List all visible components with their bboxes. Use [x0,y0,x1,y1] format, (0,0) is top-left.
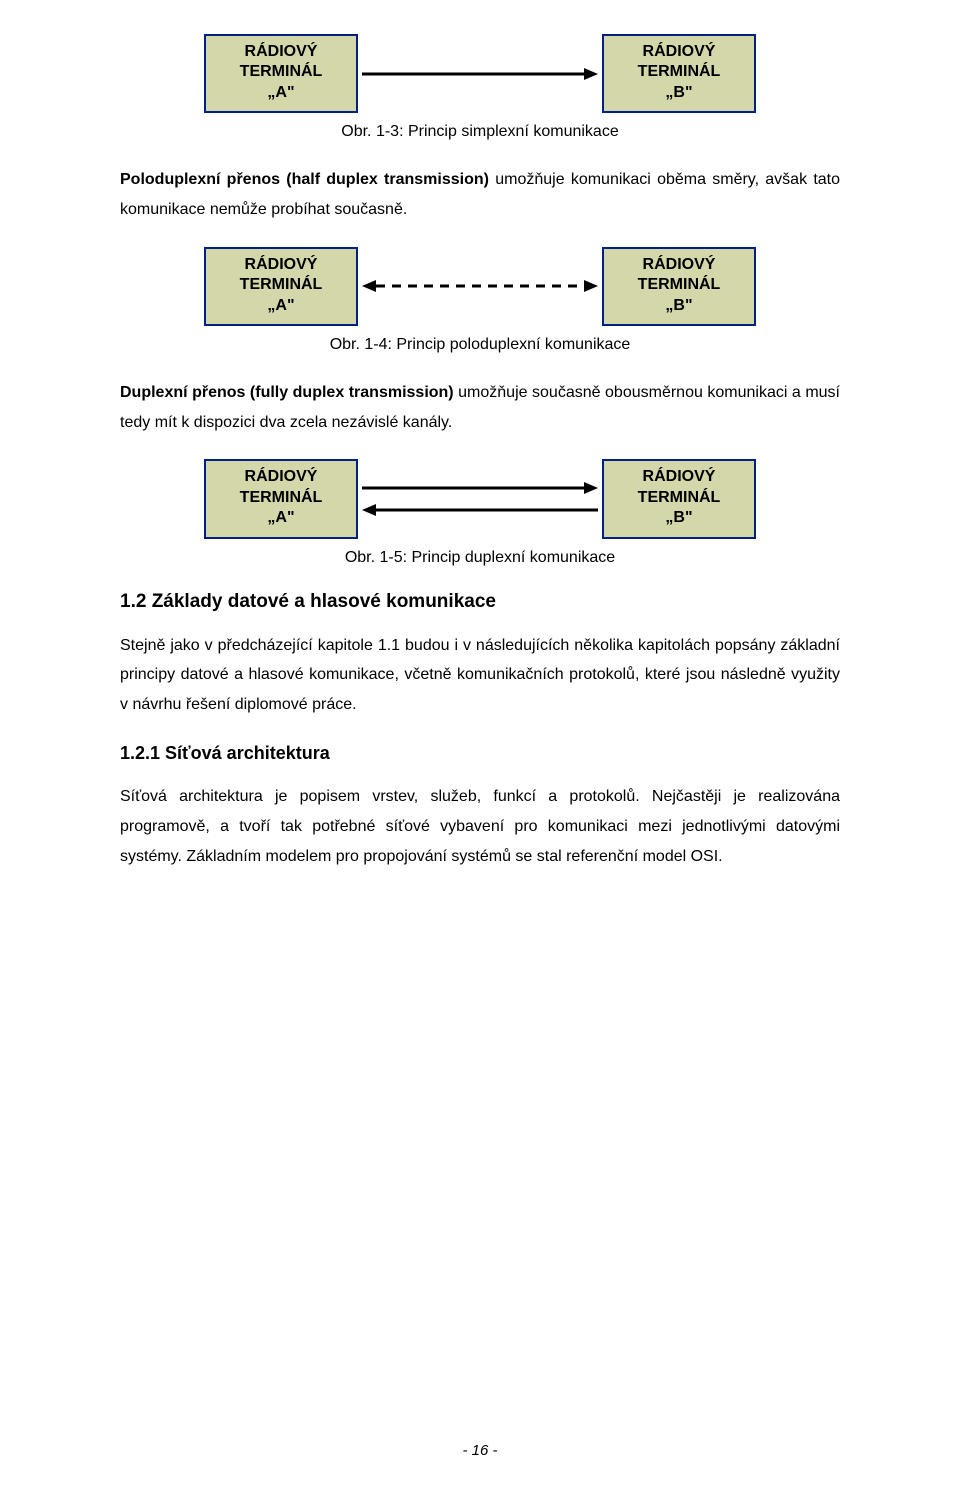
caption-simplex: Obr. 1-3: Princip simplexní komunikace [120,123,840,141]
connector-half-duplex [358,266,602,306]
terminal-a-line2: TERMINÁL [206,488,356,508]
terminal-b: RÁDIOVÝ TERMINÁL „B" [602,247,756,326]
double-arrow-dashed-icon [358,266,602,306]
caption-half-duplex: Obr. 1-4: Princip poloduplexní komunikac… [120,336,840,354]
terminal-b-line3: „B" [604,296,754,316]
heading-1-2-1: 1.2.1 Síťová architektura [120,743,840,764]
paragraph-full-duplex: Duplexní přenos (fully duplex transmissi… [120,378,840,437]
terminal-b-line1: RÁDIOVÝ [604,42,754,62]
terminal-b-line2: TERMINÁL [604,275,754,295]
terminal-b-line3: „B" [604,83,754,103]
terminal-a: RÁDIOVÝ TERMINÁL „A" [204,459,358,538]
connector-simplex [358,54,602,94]
paragraph-network-arch: Síťová architektura je popisem vrstev, s… [120,782,840,871]
diagram-full-duplex: RÁDIOVÝ TERMINÁL „A" RÁDIOVÝ TERMINÁL „B… [204,459,756,538]
terminal-a: RÁDIOVÝ TERMINÁL „A" [204,247,358,326]
terminal-b-line1: RÁDIOVÝ [604,255,754,275]
document-page: RÁDIOVÝ TERMINÁL „A" RÁDIOVÝ TERMINÁL „B… [0,0,960,1499]
terminal-a-line3: „A" [206,296,356,316]
figure-half-duplex: RÁDIOVÝ TERMINÁL „A" RÁDIOVÝ TERMINÁL „B… [120,247,840,326]
arrow-right-icon [358,54,602,94]
bold-full-duplex: Duplexní přenos (fully duplex transmissi… [120,384,454,401]
figure-simplex: RÁDIOVÝ TERMINÁL „A" RÁDIOVÝ TERMINÁL „B… [120,34,840,113]
terminal-a-line2: TERMINÁL [206,62,356,82]
paragraph-1-2-intro: Stejně jako v předcházející kapitole 1.1… [120,631,840,720]
heading-1-2: 1.2 Základy datové a hlasové komunikace [120,591,840,613]
diagram-simplex: RÁDIOVÝ TERMINÁL „A" RÁDIOVÝ TERMINÁL „B… [204,34,756,113]
terminal-a: RÁDIOVÝ TERMINÁL „A" [204,34,358,113]
page-number: - 16 - [0,1442,960,1459]
terminal-a-line2: TERMINÁL [206,275,356,295]
diagram-half-duplex: RÁDIOVÝ TERMINÁL „A" RÁDIOVÝ TERMINÁL „B… [204,247,756,326]
paragraph-half-duplex: Poloduplexní přenos (half duplex transmi… [120,165,840,224]
terminal-a-line3: „A" [206,508,356,528]
terminal-a-line1: RÁDIOVÝ [206,42,356,62]
connector-full-duplex [358,473,602,525]
caption-full-duplex: Obr. 1-5: Princip duplexní komunikace [120,549,840,567]
terminal-b: RÁDIOVÝ TERMINÁL „B" [602,459,756,538]
figure-full-duplex: RÁDIOVÝ TERMINÁL „A" RÁDIOVÝ TERMINÁL „B… [120,459,840,538]
terminal-b-line3: „B" [604,508,754,528]
terminal-a-line3: „A" [206,83,356,103]
terminal-b-line1: RÁDIOVÝ [604,467,754,487]
two-arrows-icon [358,473,602,525]
bold-half-duplex: Poloduplexní přenos (half duplex transmi… [120,171,489,188]
terminal-b-line2: TERMINÁL [604,488,754,508]
terminal-a-line1: RÁDIOVÝ [206,255,356,275]
terminal-b-line2: TERMINÁL [604,62,754,82]
terminal-b: RÁDIOVÝ TERMINÁL „B" [602,34,756,113]
terminal-a-line1: RÁDIOVÝ [206,467,356,487]
